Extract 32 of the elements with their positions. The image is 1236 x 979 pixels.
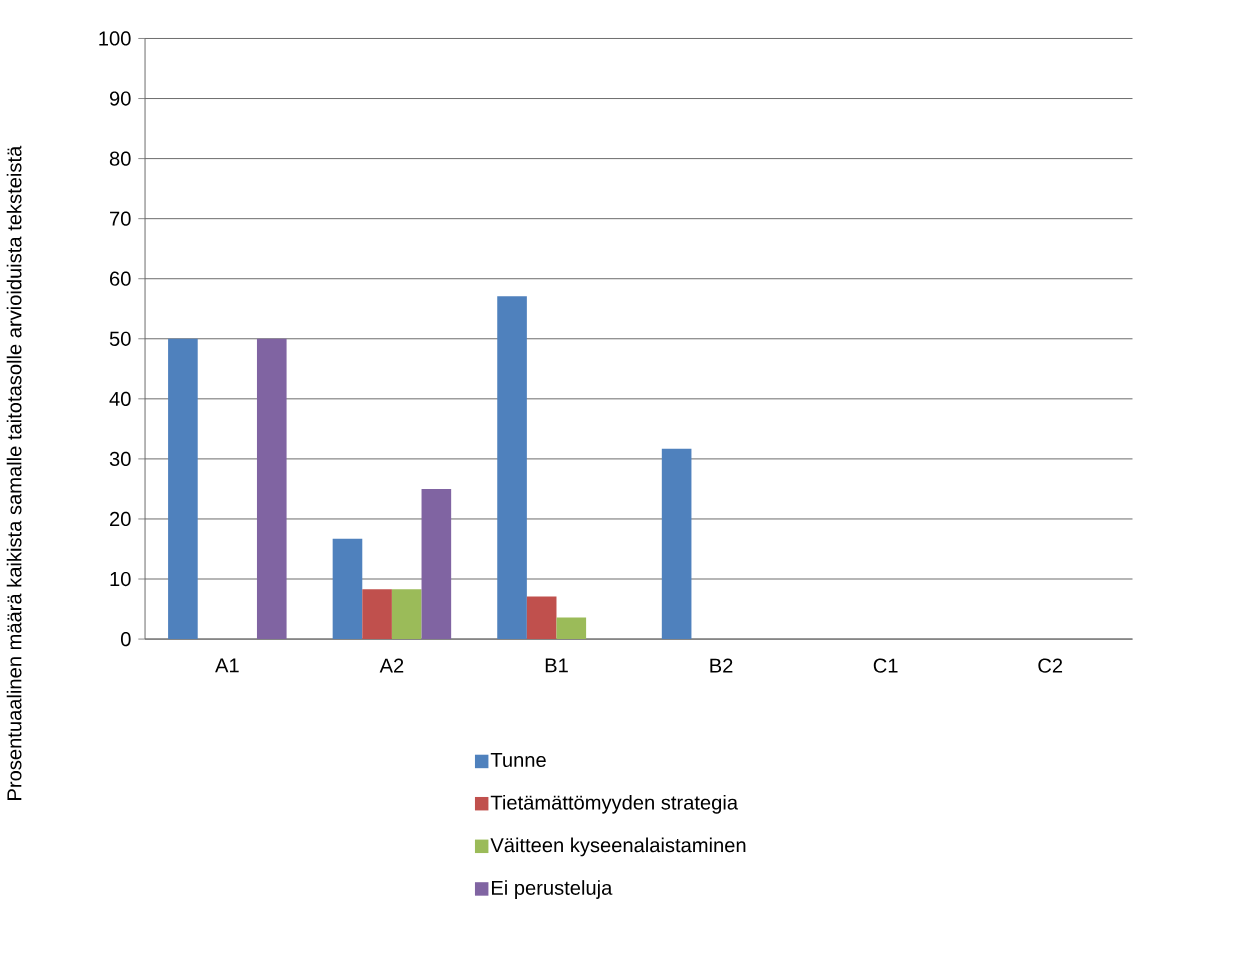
legend-label: Tunne bbox=[490, 753, 546, 768]
x-tick-label: A2 bbox=[379, 658, 404, 673]
y-tick-label: 100 bbox=[99, 31, 131, 46]
bar bbox=[362, 589, 392, 640]
bar bbox=[497, 296, 527, 640]
y-tick-label: 40 bbox=[109, 391, 131, 407]
y-tick-label: 10 bbox=[110, 571, 131, 587]
y-tick-label: 50 bbox=[109, 331, 131, 346]
legend-label: Väitteen kyseenalaistaminen bbox=[490, 837, 746, 857]
y-tick-label: 70 bbox=[110, 211, 131, 226]
bar bbox=[526, 596, 557, 640]
x-tick-label: C1 bbox=[873, 658, 898, 673]
x-tick-label: A1 bbox=[215, 658, 239, 673]
bar bbox=[391, 589, 422, 640]
y-axis-title: Prosentuaalinen määrä kaikista samalle taitotasolle arvioiduista teksteistä bbox=[6, 145, 22, 800]
y-tick-label: 80 bbox=[109, 151, 131, 166]
y-tick-label: 0 bbox=[120, 632, 131, 647]
y-tick-label: 90 bbox=[109, 91, 131, 106]
y-tick-label: 20 bbox=[110, 511, 131, 527]
bar bbox=[661, 448, 692, 640]
legend-label: Ei perusteluja bbox=[492, 880, 613, 899]
bar bbox=[556, 617, 587, 640]
bar bbox=[332, 538, 363, 640]
y-tick-label: 30 bbox=[109, 451, 131, 467]
x-tick-label: B1 bbox=[545, 658, 568, 673]
legend-label: Tietämättömyyden strategia bbox=[490, 794, 739, 814]
x-tick-label: B2 bbox=[710, 658, 733, 673]
y-tick-label: 60 bbox=[110, 271, 131, 286]
bar bbox=[168, 338, 198, 640]
bar bbox=[421, 489, 452, 640]
bar bbox=[256, 338, 287, 640]
x-tick-label: C2 bbox=[1038, 658, 1063, 673]
